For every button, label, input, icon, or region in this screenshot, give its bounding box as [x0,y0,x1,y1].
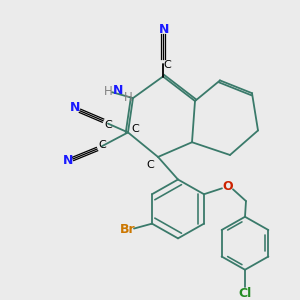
Text: C: C [131,124,139,134]
Text: C: C [146,160,154,170]
Text: Br: Br [120,223,136,236]
Text: H: H [103,85,112,98]
Text: O: O [223,180,233,193]
Text: N: N [113,84,123,97]
Text: N: N [70,101,80,114]
Text: C: C [98,140,106,150]
Text: H: H [124,91,132,103]
Text: C: C [104,120,112,130]
Text: N: N [63,154,73,167]
Text: C: C [163,60,171,70]
Text: Cl: Cl [238,287,252,300]
Text: N: N [159,23,169,36]
